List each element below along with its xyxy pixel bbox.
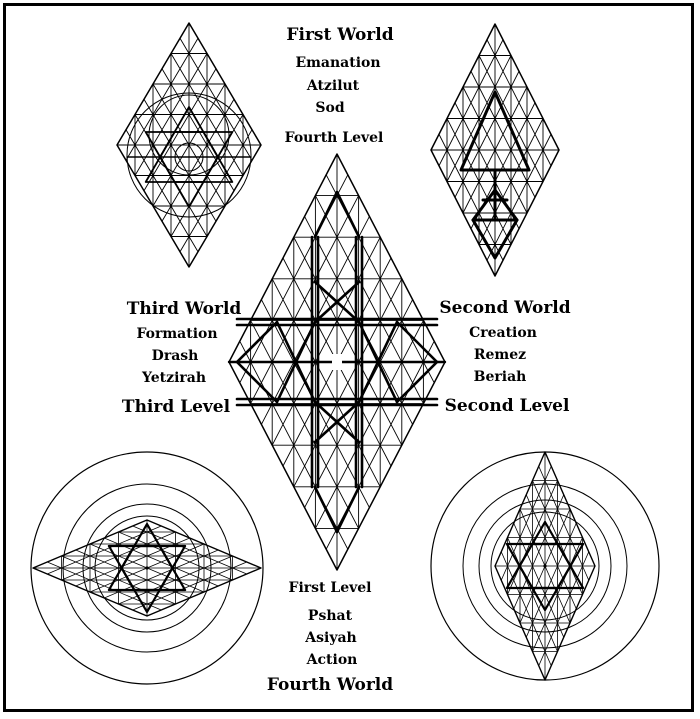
second-world-line-1: Creation (469, 325, 537, 341)
lattice-line (538, 551, 590, 667)
third-world-circle-emblem (30, 451, 264, 685)
lattice-line (161, 98, 235, 222)
hexagon-core (518, 542, 572, 590)
fourth-world-line-2: Asiyah (305, 630, 357, 646)
first-world-line-2: Atzilut (306, 78, 360, 94)
fourth-world-title: Fourth World (266, 675, 394, 695)
hexagon-core (120, 544, 174, 592)
bold-star-line (335, 485, 361, 534)
inner-circle (148, 94, 230, 176)
bold-branch (471, 188, 497, 222)
diamond-outline (116, 22, 262, 268)
lattice-line (438, 133, 504, 261)
first-world-level: Fourth Level (284, 130, 384, 146)
fourth-world-level: First Level (288, 580, 372, 596)
first-world-line-1: Emanation (295, 55, 381, 71)
bold-star-line (395, 360, 439, 404)
bold-star-line (395, 320, 439, 364)
diamond-outline (228, 153, 446, 571)
bold-lower-triangle (471, 218, 519, 260)
third-world-line-2: Drash (151, 348, 199, 364)
center-gap (332, 357, 342, 367)
bold-branch (493, 188, 519, 222)
lattice-line (250, 319, 360, 529)
first-world-line-3: Sod (315, 100, 345, 116)
second-world-title: Second World (439, 298, 571, 318)
lattice-line (486, 133, 552, 261)
lattice-line (314, 319, 424, 529)
second-world-level: Second Level (444, 396, 570, 416)
third-world-line-1: Formation (136, 326, 218, 342)
fourth-world-line-3: Action (306, 652, 358, 668)
outer-circle (126, 92, 252, 218)
lattice-line (179, 129, 253, 253)
third-world-level: Third Level (121, 397, 231, 417)
bold-star-line (235, 320, 279, 364)
fourth-world-circle-emblem (430, 451, 660, 681)
third-world-title: Third World (126, 299, 242, 319)
diamond-outline (494, 451, 596, 681)
lattice-line (513, 522, 565, 638)
second-world-diamond-emblem (430, 23, 560, 277)
center-dot (145, 566, 149, 570)
center-dot (543, 564, 547, 568)
lattice-line (525, 522, 577, 638)
outer-ring (30, 451, 264, 685)
fourth-world-line-1: Pshat (307, 608, 353, 624)
second-world-line-3: Beriah (473, 369, 527, 385)
bold-star-line (313, 485, 339, 534)
first-world-diamond-emblem (116, 22, 262, 268)
bold-star-line (313, 400, 361, 444)
lattice-line (143, 98, 217, 222)
central-diamond-emblem (227, 153, 447, 571)
diamond-outline (32, 519, 262, 617)
second-world-line-2: Remez (473, 347, 527, 363)
bold-star-line (313, 280, 361, 324)
lattice-line (125, 129, 199, 253)
first-world-title: First World (286, 25, 394, 45)
bold-star-line (313, 190, 339, 239)
third-world-line-3: Yetzirah (141, 370, 207, 386)
lattice-line (500, 551, 552, 667)
diamond-outline (430, 23, 560, 277)
bold-star-line (335, 190, 361, 239)
bold-star-line (235, 360, 279, 404)
